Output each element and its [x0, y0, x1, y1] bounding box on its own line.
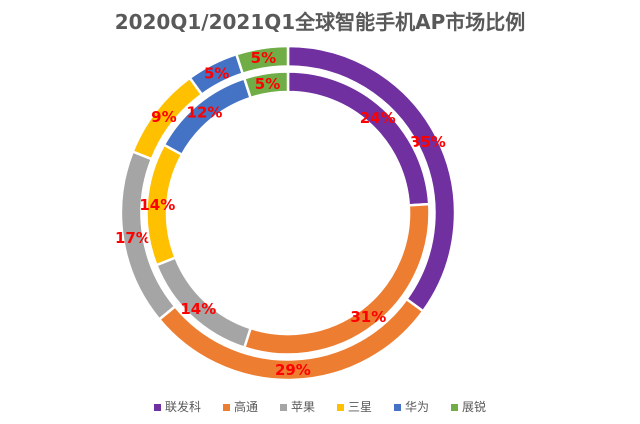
legend-label: 高通 [233, 400, 258, 414]
legend-swatch-icon [337, 403, 344, 411]
legend-item-2: 苹果 [279, 400, 315, 414]
donut-segment-inner-0 [286, 70, 431, 207]
legend-item-0: 联发科 [153, 400, 201, 414]
legend-item-1: 高通 [222, 400, 258, 414]
legend-swatch-icon [394, 403, 402, 411]
data-label-outer-2: 17% [115, 229, 151, 247]
data-label-inner-5: 5% [255, 75, 280, 93]
data-label-outer-0: 35% [410, 133, 446, 151]
legend-swatch-icon [153, 403, 161, 411]
chart-legend: 联发科 高通 苹果 三星 华为 展锐 [0, 401, 640, 413]
data-label-outer-5: 5% [251, 49, 276, 67]
donut-segment-outer-5 [234, 44, 290, 76]
data-label-inner-4: 12% [187, 103, 223, 121]
data-label-inner-0: 24% [360, 109, 396, 127]
data-label-inner-1: 31% [350, 308, 386, 326]
donut-chart: 35% 29% 17% 9% 5% 5% 24% 31% 14% 14% 12% 5% [115, 44, 457, 382]
legend-label: 华为 [405, 400, 430, 414]
legend-label: 三星 [348, 400, 373, 414]
legend-label: 展锐 [462, 400, 487, 414]
data-label-inner-2: 14% [180, 300, 216, 318]
data-label-outer-1: 29% [275, 361, 311, 379]
legend-item-3: 三星 [337, 401, 372, 413]
legend-swatch-icon [279, 403, 287, 411]
donut-segment-inner-5 [242, 70, 290, 100]
legend-item-4: 华为 [394, 401, 429, 413]
legend-swatch-icon [222, 403, 230, 411]
legend-label: 苹果 [290, 400, 315, 414]
legend-swatch-icon [451, 403, 459, 411]
legend-label: 联发科 [164, 400, 201, 414]
data-label-inner-3: 14% [139, 196, 175, 214]
legend-item-5: 展锐 [451, 401, 486, 413]
data-label-outer-3: 9% [151, 108, 176, 126]
chart-title: 2020Q1/2021Q1全球智能手机AP市场比例 [114, 10, 526, 34]
data-label-outer-4: 5% [204, 64, 229, 82]
